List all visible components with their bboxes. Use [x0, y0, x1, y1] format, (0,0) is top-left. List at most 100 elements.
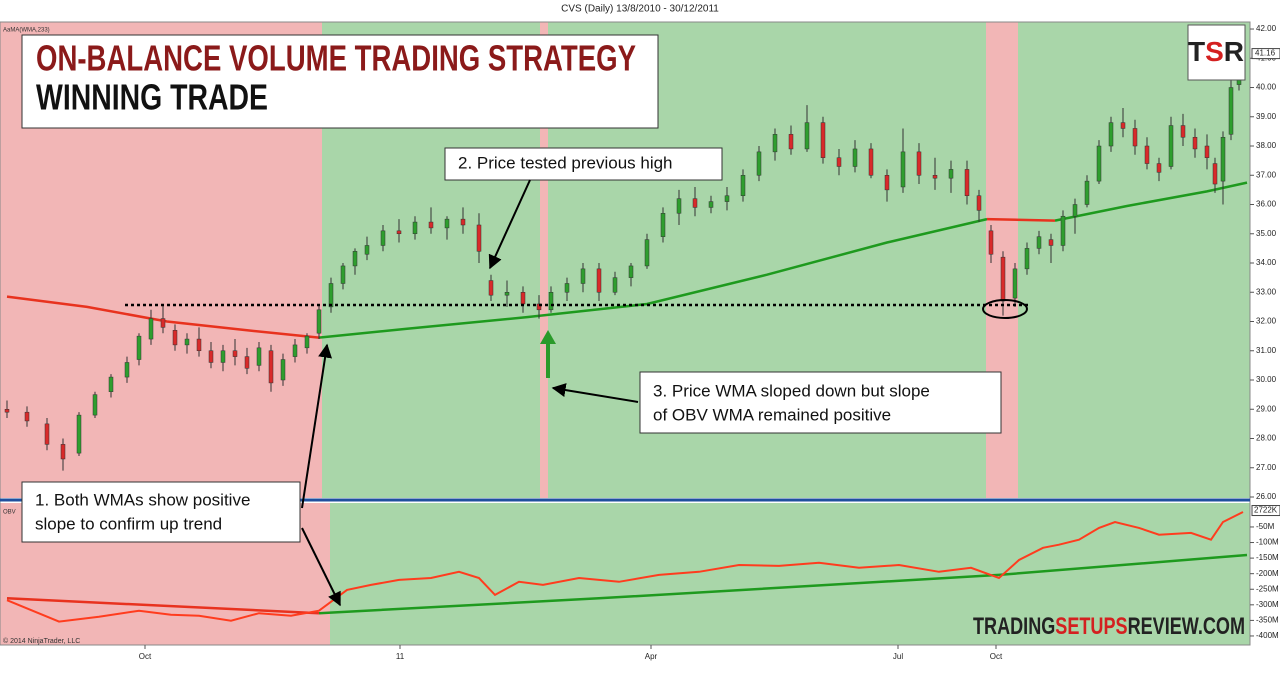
x-tick-label: Oct	[990, 652, 1003, 661]
candle-body	[676, 198, 682, 214]
candle-body	[340, 265, 346, 284]
watermark: TRADINGSETUPSREVIEW.COM	[973, 613, 1245, 640]
candle-body	[1072, 204, 1078, 217]
candle-body	[504, 292, 510, 296]
panel-label: AaMA(WMA,233)	[3, 28, 50, 34]
logo-r: R	[1224, 36, 1244, 67]
annotation-arrow	[301, 527, 341, 607]
y-tick-label: 37.00	[1256, 170, 1277, 179]
chart-title: CVS (Daily) 13/8/2010 - 30/12/2011	[561, 4, 719, 15]
candle-body	[76, 414, 82, 454]
candle-body	[1096, 145, 1102, 182]
y-tick-label: -100M	[1256, 538, 1279, 547]
annotation: 1. Both WMAs show positive	[35, 490, 250, 509]
wma-line	[986, 217, 1056, 222]
y-tick-label: 33.00	[1256, 287, 1277, 296]
obv-shading	[0, 503, 1250, 645]
candle-body	[1156, 163, 1162, 173]
banner-box	[21, 34, 659, 129]
candle-body	[220, 350, 226, 363]
candle-body	[740, 175, 746, 196]
x-tick-label: Apr	[645, 652, 658, 661]
wma-line	[1054, 181, 1248, 222]
candle-body	[380, 230, 386, 246]
candle-body	[916, 151, 922, 176]
candle-body	[232, 350, 238, 357]
annotation-arrow	[301, 343, 333, 509]
candle-body	[1048, 239, 1054, 246]
candle-body	[268, 350, 274, 384]
candle-body	[196, 338, 202, 352]
x-tick-label: Jul	[893, 652, 903, 661]
candle-body	[44, 423, 50, 445]
y-tick-label: 40.00	[1256, 83, 1277, 92]
wma-line	[6, 597, 320, 615]
candle-body	[444, 218, 450, 229]
last-price-box	[1251, 48, 1280, 60]
annotation: of OBV WMA remained positive	[653, 405, 891, 424]
y-tick-label: 27.00	[1256, 463, 1277, 472]
candle-body	[756, 151, 762, 176]
last-price-label: 41.16	[1255, 49, 1276, 58]
watermark-part: REVIEW.COM	[1128, 613, 1245, 640]
logo-box	[1187, 24, 1246, 81]
candle-body	[852, 148, 858, 167]
candle-body	[788, 134, 794, 150]
y-tick-label: 30.00	[1256, 375, 1277, 384]
candle-body	[1084, 180, 1090, 205]
obv-line	[6, 511, 1244, 623]
candle-body	[1204, 145, 1210, 158]
candle-body	[580, 268, 586, 284]
y-tick-label: -50M	[1256, 522, 1275, 531]
y-tick-label: 31.00	[1256, 346, 1277, 355]
x-tick-label: Oct	[139, 652, 152, 661]
candle-body	[868, 148, 874, 176]
candle-body	[884, 175, 890, 191]
candle-body	[1180, 125, 1186, 138]
candle-body	[1192, 136, 1198, 150]
candle-body	[108, 376, 114, 392]
candle-body	[660, 213, 666, 237]
plot-frame	[0, 21, 1251, 646]
candle-body	[1012, 268, 1018, 299]
candle-body	[520, 292, 526, 305]
candle-body	[548, 292, 554, 311]
y-tick-label: 28.00	[1256, 434, 1277, 443]
candle-body	[208, 350, 214, 363]
candle-body	[948, 169, 954, 179]
candle-body	[820, 122, 826, 158]
candle-body	[612, 277, 618, 293]
candle-body	[24, 411, 30, 422]
candle-body	[1144, 145, 1150, 164]
logo-t: T	[1188, 36, 1205, 67]
last-value-box	[1251, 505, 1280, 517]
candle-body	[184, 338, 190, 346]
candle-body	[976, 195, 982, 211]
candle-body	[1036, 236, 1042, 249]
candle-body	[772, 134, 778, 153]
candle-body	[1228, 87, 1234, 135]
annotation-box	[444, 147, 723, 181]
candle-body	[476, 224, 482, 252]
candle-body	[596, 268, 602, 293]
candle-body	[1220, 136, 1226, 182]
panel-label: OBV	[3, 510, 16, 516]
annotation: 2. Price tested previous high	[458, 153, 673, 172]
candle-body	[280, 359, 286, 381]
highlight-ellipse	[982, 299, 1028, 319]
copyright: © 2014 NinjaTrader, LLC	[3, 637, 80, 645]
candle-body	[460, 218, 466, 226]
wma-line	[6, 295, 320, 339]
candle-body	[988, 230, 994, 255]
watermark-part: TRADING	[973, 613, 1055, 640]
candle-body	[564, 283, 570, 293]
annotation-arrow	[488, 179, 531, 270]
candle-body	[136, 335, 142, 360]
logo-s: S	[1205, 36, 1224, 67]
annotation: 3. Price WMA sloped down but slope	[653, 381, 930, 400]
candle-body	[692, 198, 698, 208]
x-tick-label: 11	[396, 652, 405, 661]
y-tick-label: 26.00	[1256, 492, 1277, 501]
y-tick-label: -250M	[1256, 584, 1279, 593]
candle-body	[292, 344, 298, 357]
